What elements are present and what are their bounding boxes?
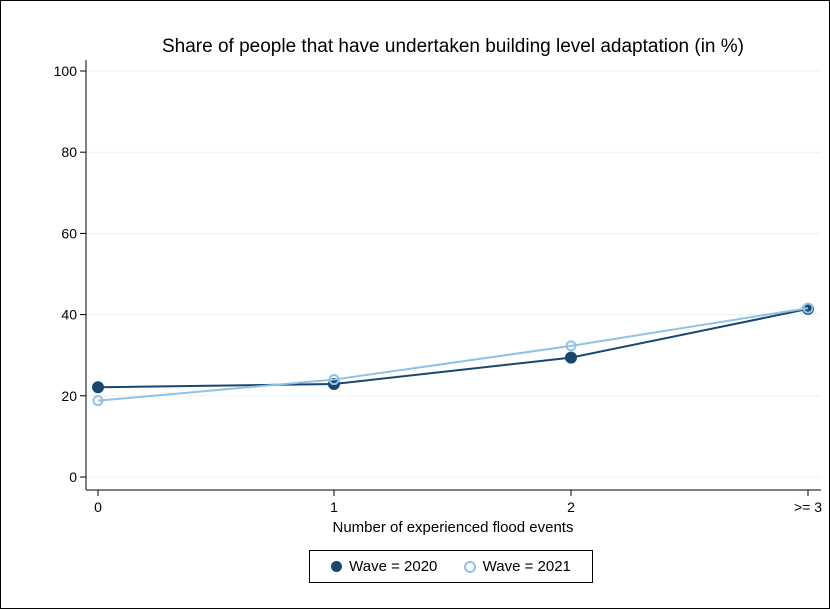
- data-point: [92, 381, 104, 394]
- legend: Wave = 2020 Wave = 2021: [309, 550, 593, 583]
- y-tick-label: 20: [61, 388, 77, 404]
- data-point: [565, 351, 577, 364]
- data-point: [92, 395, 104, 407]
- y-tick-label: 60: [61, 225, 77, 241]
- y-tick-label: 40: [61, 307, 77, 323]
- legend-label: Wave = 2021: [482, 558, 571, 575]
- y-tick-label: 80: [61, 144, 77, 160]
- data-point: [802, 302, 814, 314]
- x-tick-label: 0: [94, 499, 102, 515]
- x-tick-label: 2: [567, 499, 575, 515]
- series-line-wave-2021: [97, 307, 809, 402]
- legend-item-wave-2021: Wave = 2021: [463, 558, 571, 575]
- legend-marker-filled-circle: [331, 561, 343, 572]
- data-point: [565, 340, 577, 352]
- data-point: [328, 374, 340, 386]
- y-tick-label: 0: [69, 469, 77, 485]
- gridlines: [86, 70, 821, 478]
- y-tick-label: 100: [54, 63, 78, 79]
- legend-item-wave-2020: Wave = 2020: [331, 558, 437, 575]
- x-tick-label: >= 3: [794, 499, 822, 515]
- axes: 0 20 40 60 80 100 0 1 2 >= 3: [54, 60, 822, 515]
- legend-label: Wave = 2020: [349, 558, 438, 575]
- x-axis-label: Number of experienced flood events: [333, 519, 574, 536]
- series-lines: [92, 302, 814, 407]
- x-tick-label: 1: [330, 499, 338, 515]
- legend-marker-hollow-circle: [463, 560, 476, 573]
- series-line-wave-2020: [97, 307, 809, 389]
- chart-title: Share of people that have undertaken bui…: [162, 36, 744, 57]
